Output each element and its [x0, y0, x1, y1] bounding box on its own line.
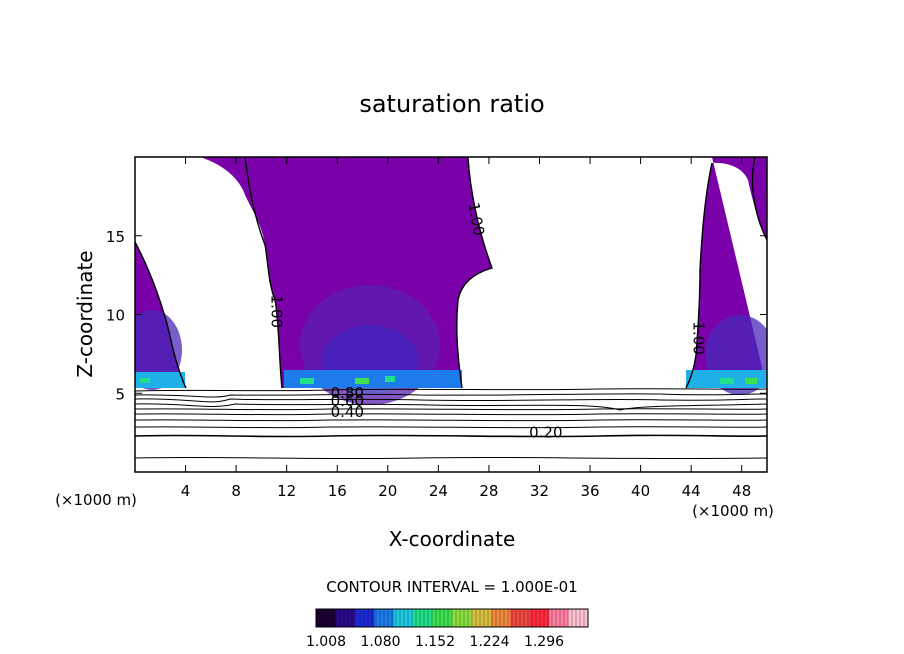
colorbar-tick-label: 1.080: [360, 634, 400, 650]
y-tick-label: 10: [106, 307, 125, 325]
x-axis-unit-right: (×1000 m): [692, 502, 774, 520]
colorbar-tick-label: 1.152: [415, 634, 455, 650]
colorbar-tick-label: 1.008: [306, 634, 346, 650]
y-axis-label: Z-coordinate: [73, 250, 97, 377]
x-axis-ticks: 4 8 12 16 20 24 28 32 36 40 44 48: [181, 157, 751, 500]
x-tick-label: 4: [181, 482, 191, 500]
contour-interval-text: CONTOUR INTERVAL = 1.000E-01: [326, 578, 577, 596]
colorbar-segment: [432, 609, 453, 627]
colorbar-labels: 1.008 1.080 1.152 1.224 1.296: [306, 634, 564, 650]
contour-label: 0.40: [331, 403, 364, 421]
colorbar-segment: [471, 609, 492, 627]
colorbar-segment: [452, 609, 472, 627]
colorbar-tick-label: 1.296: [524, 634, 564, 650]
x-axis-unit-left: (×1000 m): [55, 491, 137, 509]
colorbar: [316, 609, 589, 627]
contour-label: 0.80: [331, 384, 364, 402]
x-tick-label: 12: [277, 482, 296, 500]
chart-title: saturation ratio: [359, 90, 544, 118]
y-tick-label: 15: [106, 228, 125, 246]
x-tick-label: 20: [378, 482, 397, 500]
contour-label: 1.00: [690, 321, 708, 354]
x-tick-label: 16: [328, 482, 347, 500]
plot-area: [135, 157, 767, 460]
contour-1.00-lines: [135, 157, 767, 389]
colorbar-segment: [568, 609, 589, 627]
x-axis-label: X-coordinate: [389, 527, 516, 551]
x-tick-label: 8: [231, 482, 241, 500]
x-tick-label: 36: [580, 482, 599, 500]
colorbar-segment: [316, 609, 336, 627]
x-tick-label: 44: [682, 482, 701, 500]
y-axis-ticks: 5 10 15: [106, 228, 767, 403]
contour-labels: 1.00 1.00 1.00 0.800.600.40 0.20: [268, 201, 708, 441]
colorbar-segment: [335, 609, 356, 627]
colorbar-segment: [529, 609, 550, 627]
x-tick-label: 32: [530, 482, 549, 500]
cloud-base-band: [135, 370, 767, 388]
subcloud-contours: [135, 388, 767, 460]
contour-label: 1.00: [464, 201, 488, 237]
x-tick-label: 48: [732, 482, 751, 500]
colorbar-tick-label: 1.224: [469, 634, 509, 650]
contour-label: 0.20: [529, 423, 562, 441]
contour-label: 0.60: [331, 392, 364, 410]
colorbar-frame: [315, 608, 589, 628]
x-tick-label: 24: [429, 482, 448, 500]
colorbar-segment: [393, 609, 414, 627]
x-tick-label: 28: [479, 482, 498, 500]
y-tick-label: 5: [115, 385, 125, 403]
contour-label: 1.00: [268, 295, 286, 328]
x-tick-label: 40: [631, 482, 650, 500]
